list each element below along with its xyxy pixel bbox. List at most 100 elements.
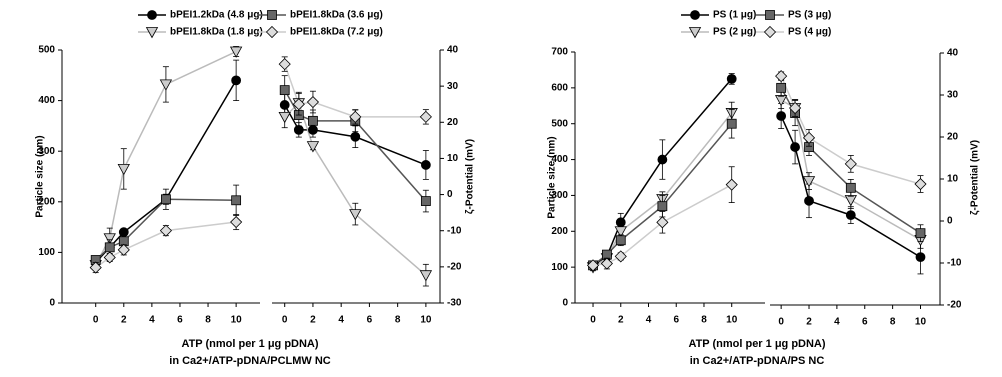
marker (306, 141, 320, 153)
x-tick-label: 8 (890, 317, 896, 328)
y-tick-label: 100 (38, 247, 55, 258)
marker (615, 217, 626, 228)
y-tick-label: -20 (947, 300, 962, 311)
x-tick-label: 6 (177, 315, 183, 326)
y-tick-label: -10 (947, 258, 962, 269)
marker (159, 79, 173, 91)
series-line (283, 63, 426, 118)
marker (776, 82, 787, 93)
marker (103, 251, 116, 264)
marker (117, 164, 130, 176)
y-tick-label: 200 (551, 226, 568, 237)
marker (89, 261, 102, 274)
marker (914, 177, 927, 191)
marker (104, 242, 115, 253)
marker (229, 46, 243, 58)
marker (776, 111, 787, 121)
y-axis-label: Particle size (nm) (35, 135, 46, 217)
marker (586, 259, 600, 272)
marker (765, 10, 775, 20)
marker (147, 10, 157, 20)
marker (161, 194, 171, 205)
y-tick-label: -20 (447, 261, 462, 272)
y-tick-label: 0 (447, 189, 453, 200)
y-tick-label: 0 (49, 298, 55, 309)
marker (615, 235, 626, 246)
x-tick-label: 10 (915, 317, 927, 328)
marker (292, 98, 305, 111)
marker (231, 75, 242, 86)
x-axis-label: ATP (nmol per 1 μg pDNA) (688, 338, 825, 350)
marker (117, 243, 130, 256)
y-tick-label: 100 (551, 262, 568, 273)
y-tick-label: -30 (447, 298, 462, 309)
y-tick-label: 200 (38, 196, 55, 207)
marker (306, 95, 320, 109)
marker (804, 195, 814, 206)
marker (763, 25, 777, 39)
y-tick-label: 300 (551, 190, 568, 201)
series-line (592, 112, 733, 268)
y-tick-label: 700 (551, 47, 568, 58)
x-tick-label: 6 (862, 317, 868, 328)
marker (420, 160, 431, 170)
marker (845, 182, 856, 193)
marker (657, 201, 668, 212)
x-tick-label: 4 (834, 317, 840, 328)
marker (726, 73, 737, 84)
marker (775, 70, 788, 83)
legend-label: bPEI1.8kDa (7.2 μg) (290, 27, 383, 38)
x-tick-label: 8 (701, 315, 707, 326)
x-tick-label: 10 (420, 315, 432, 326)
marker (145, 27, 159, 39)
legend-label: PS (1 μg) (713, 10, 756, 21)
marker (419, 110, 432, 123)
y-tick-label: 500 (38, 45, 55, 56)
marker (265, 25, 279, 39)
y-axis-label: Particle size (nm) (547, 136, 558, 218)
marker (656, 216, 669, 229)
legend-label: bPEI1.8kDa (1.8 μg) (170, 27, 263, 38)
y-tick-label: 30 (447, 81, 459, 92)
marker (802, 176, 816, 188)
x-axis-label: in Ca2+/ATP-pDNA/PS NC (690, 355, 825, 367)
marker (915, 252, 926, 263)
marker (688, 27, 702, 39)
x-tick-label: 0 (778, 317, 784, 328)
marker (845, 210, 856, 221)
marker (278, 58, 291, 71)
marker (600, 257, 613, 270)
y-tick-label: 30 (947, 90, 959, 101)
marker (349, 110, 362, 123)
marker (293, 124, 304, 135)
x-tick-label: 2 (310, 315, 316, 326)
x-axis-label: ATP (nmol per 1 μg pDNA) (181, 338, 318, 350)
x-tick-label: 0 (93, 315, 99, 326)
marker (844, 157, 857, 170)
x-tick-label: 6 (673, 315, 679, 326)
marker (231, 195, 242, 206)
legend-label: bPEI1.2kDa (4.8 μg) (170, 10, 263, 21)
y2-axis-label: ζ-Potential (mV) (465, 139, 476, 214)
x-tick-label: 10 (231, 315, 243, 326)
y-tick-label: -10 (447, 225, 462, 236)
y-tick-label: 400 (38, 95, 55, 106)
y-tick-label: 0 (562, 298, 568, 309)
x-tick-label: 10 (726, 315, 738, 326)
marker (774, 95, 788, 107)
x-tick-label: 0 (282, 315, 288, 326)
marker (103, 233, 116, 245)
marker (308, 115, 318, 126)
x-axis-label: in Ca2+/ATP-pDNA/PCLMW NC (169, 355, 330, 367)
marker (915, 228, 926, 239)
marker (230, 215, 243, 229)
marker (349, 209, 362, 221)
y2-axis-label: ζ-Potential (mV) (970, 140, 981, 215)
x-tick-label: 2 (121, 315, 127, 326)
y-tick-label: 40 (447, 45, 459, 56)
y-tick-label: 400 (551, 154, 568, 165)
marker (420, 196, 431, 206)
x-tick-label: 2 (618, 315, 624, 326)
y-tick-label: 300 (38, 146, 55, 157)
